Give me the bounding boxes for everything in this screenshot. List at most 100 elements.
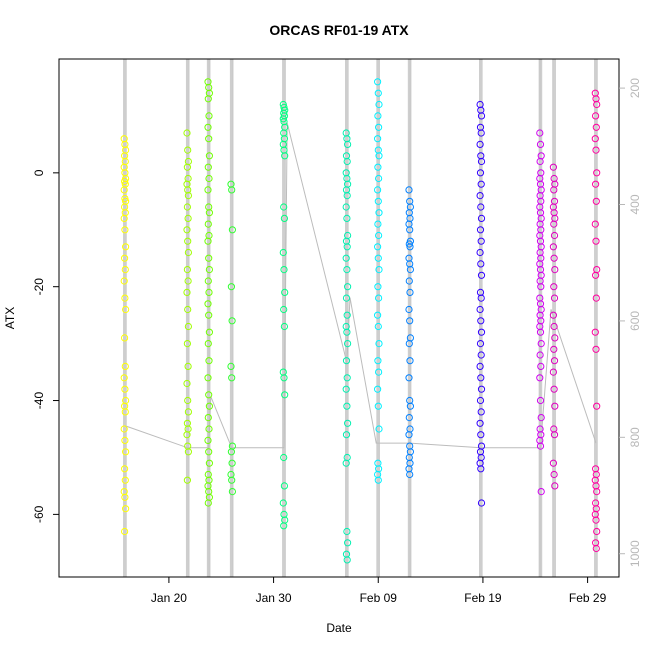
data-point: [476, 396, 485, 405]
data-point: [406, 266, 414, 274]
data-point: [374, 385, 382, 393]
data-point: [342, 294, 351, 302]
data-point: [375, 340, 383, 348]
data-point: [593, 488, 601, 496]
y-tick-label: -40: [32, 392, 46, 410]
data-point: [204, 277, 212, 285]
data-point: [280, 522, 288, 530]
data-point: [477, 294, 485, 302]
data-point: [205, 448, 213, 456]
data-point: [120, 374, 128, 382]
data-point: [281, 152, 289, 160]
data-point: [227, 362, 235, 370]
data-point: [537, 414, 545, 422]
data-point: [592, 197, 600, 205]
data-point: [120, 214, 128, 222]
data-point: [183, 340, 191, 348]
data-point: [280, 266, 288, 274]
data-point: [374, 283, 382, 291]
data-point: [374, 89, 382, 97]
x-tick-label: Jan 20: [151, 591, 187, 605]
data-point: [476, 169, 485, 177]
data-point: [551, 482, 559, 490]
data-point: [374, 186, 382, 194]
data-point: [205, 254, 213, 262]
data-point: [476, 362, 484, 370]
data-point: [342, 357, 351, 365]
pressure-trace-line: [124, 122, 597, 449]
data-point: [375, 209, 383, 217]
data-point: [592, 345, 600, 353]
data-point: [375, 266, 383, 274]
data-point: [477, 271, 486, 279]
data-point: [183, 163, 191, 171]
data-point: [343, 266, 351, 274]
data-point: [537, 340, 545, 348]
data-point: [550, 470, 558, 479]
data-point: [121, 194, 129, 203]
data-point: [406, 317, 414, 325]
data-point: [405, 186, 413, 194]
y-tick-label: -60: [32, 505, 46, 523]
data-point: [477, 408, 485, 416]
data-point: [228, 374, 236, 382]
data-point: [205, 112, 213, 120]
data-point: [205, 357, 213, 365]
data-point: [592, 180, 600, 188]
data-point: [592, 146, 600, 154]
data-point: [593, 100, 601, 109]
data-point: [228, 226, 236, 234]
data-point: [122, 305, 130, 314]
data-point: [476, 248, 484, 257]
data-point: [205, 328, 213, 336]
data-point: [374, 459, 382, 467]
data-point: [343, 311, 351, 319]
x-tick-label: Feb 09: [360, 591, 398, 605]
data-point: [550, 431, 559, 439]
data-point: [537, 362, 545, 370]
x-tick-label: Feb 29: [569, 591, 607, 605]
plot-area: [120, 59, 601, 577]
data-point: [205, 425, 213, 433]
data-point: [279, 115, 287, 123]
data-point: [280, 203, 288, 211]
data-point: [550, 186, 558, 194]
data-point: [550, 322, 558, 331]
data-point: [184, 277, 192, 285]
data-point: [228, 186, 236, 194]
data-point: [591, 135, 599, 143]
data-point: [342, 431, 351, 439]
data-point: [476, 140, 484, 148]
data-point: [204, 436, 212, 444]
data-point: [279, 499, 287, 507]
data-point: [374, 476, 382, 484]
data-point: [375, 294, 383, 302]
data-point: [477, 385, 486, 393]
data-point: [592, 123, 600, 131]
data-point: [342, 459, 350, 467]
data-point: [121, 476, 129, 484]
data-point: [281, 391, 289, 399]
data-point: [374, 78, 382, 86]
data-point: [121, 408, 129, 416]
y2-tick-label: 800: [628, 427, 642, 447]
data-point: [405, 240, 413, 248]
data-point: [550, 254, 558, 262]
data-point: [343, 328, 351, 336]
data-point: [184, 448, 192, 456]
data-point: [592, 516, 600, 524]
data-point: [121, 493, 129, 501]
data-point: [375, 152, 383, 160]
data-point: [374, 402, 382, 410]
data-point: [405, 431, 413, 439]
chart-title: ORCAS RF01-19 ATX: [269, 22, 409, 38]
data-point: [405, 340, 413, 348]
data-point: [184, 322, 192, 331]
data-point: [281, 288, 289, 296]
data-point: [405, 305, 413, 314]
data-point: [204, 374, 212, 382]
data-point: [592, 237, 600, 245]
data-point: [477, 237, 485, 245]
data-point: [343, 374, 351, 382]
